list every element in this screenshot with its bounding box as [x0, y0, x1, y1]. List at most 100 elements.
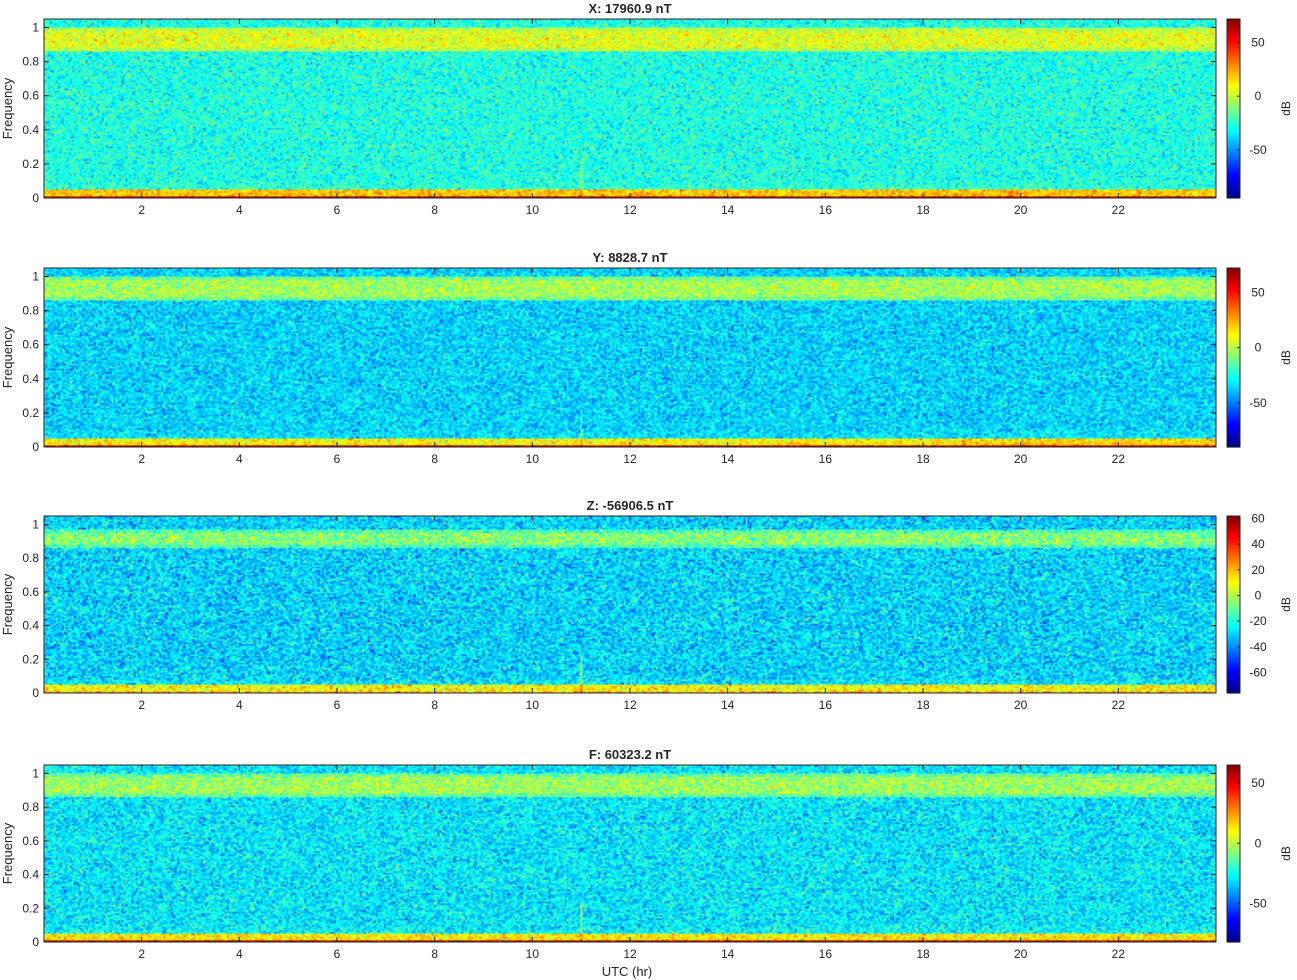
colorbar-swatch	[1227, 402, 1240, 405]
colorbar-swatch	[1227, 871, 1240, 874]
colorbar-box	[1226, 18, 1241, 199]
x-tick-label: 12	[623, 698, 637, 712]
colorbar-swatch	[1227, 297, 1240, 300]
colorbar-swatch	[1227, 19, 1240, 22]
colorbar-swatch	[1227, 526, 1240, 529]
colorbar-swatch	[1227, 831, 1240, 834]
colorbar-swatch	[1227, 863, 1240, 866]
colorbar-swatch	[1227, 832, 1240, 835]
colorbar-swatch	[1227, 872, 1240, 875]
colorbar-swatch	[1227, 147, 1240, 150]
colorbar-swatch	[1227, 666, 1240, 669]
colorbar-swatch	[1227, 309, 1240, 312]
colorbar-swatch	[1227, 546, 1240, 550]
colorbar-swatch	[1227, 676, 1240, 679]
colorbar-swatch	[1227, 563, 1240, 566]
colorbar-swatch	[1227, 281, 1240, 284]
colorbar-swatch	[1227, 934, 1240, 937]
colorbar-swatch	[1227, 801, 1240, 804]
colorbar-swatch	[1227, 279, 1240, 283]
colorbar-swatch	[1227, 928, 1240, 931]
x-tick-label: 16	[819, 698, 833, 712]
colorbar-swatch	[1227, 874, 1240, 877]
colorbar-swatch	[1227, 856, 1240, 859]
colorbar-swatch	[1227, 74, 1240, 77]
colorbar-swatch	[1227, 614, 1240, 617]
x-tick-label: 14	[721, 452, 735, 466]
colorbar-swatch	[1227, 645, 1240, 648]
colorbar-tick-label: 60	[1251, 512, 1265, 526]
colorbar-swatch	[1227, 423, 1240, 426]
colorbar-swatch	[1227, 193, 1240, 196]
colorbar-swatch	[1227, 145, 1240, 148]
colorbar-swatch	[1227, 382, 1240, 385]
colorbar-swatch	[1227, 539, 1240, 542]
colorbar-swatch	[1227, 616, 1240, 619]
spectrogram-image	[44, 19, 1216, 198]
colorbar-swatch	[1227, 373, 1240, 376]
colorbar-swatch	[1227, 189, 1240, 192]
colorbar-swatch	[1227, 127, 1240, 130]
colorbar-swatch	[1227, 444, 1240, 447]
y-tick-label: 0.6	[22, 89, 39, 103]
colorbar-swatch	[1227, 896, 1240, 899]
colorbar-swatch	[1227, 663, 1240, 666]
colorbar-swatch	[1227, 130, 1240, 133]
x-tick-label: 4	[236, 203, 243, 217]
colorbar-swatch	[1227, 151, 1240, 154]
colorbar-swatch	[1227, 323, 1240, 326]
colorbar-swatch	[1227, 370, 1240, 374]
colorbar-box	[1226, 267, 1241, 448]
colorbar-label: dB	[1279, 350, 1293, 365]
colorbar-swatch	[1227, 321, 1240, 324]
colorbar-swatch	[1227, 857, 1240, 860]
colorbar-swatch	[1227, 899, 1240, 902]
colorbar-swatch	[1227, 767, 1240, 771]
colorbar-swatch	[1227, 826, 1240, 830]
colorbar-swatch	[1227, 50, 1240, 53]
colorbar-swatch	[1227, 885, 1240, 889]
colorbar-swatch	[1227, 118, 1240, 122]
colorbar-swatch	[1227, 429, 1240, 432]
colorbar-swatch	[1227, 87, 1240, 90]
colorbar-swatch	[1227, 798, 1240, 801]
colorbar-swatch	[1227, 51, 1240, 54]
colorbar-swatch	[1227, 282, 1240, 286]
colorbar-swatch	[1227, 320, 1240, 323]
colorbar-swatch	[1227, 908, 1240, 911]
colorbar-swatch	[1227, 47, 1240, 50]
colorbar-swatch	[1227, 521, 1240, 524]
colorbar-swatch	[1227, 650, 1240, 653]
colorbar-swatch	[1227, 144, 1240, 147]
colorbar-swatch	[1227, 424, 1240, 427]
panel-title: Y: 8828.7 nT	[593, 250, 668, 265]
colorbar-swatch	[1227, 575, 1240, 578]
colorbar-swatch	[1227, 308, 1240, 311]
colorbar-swatch	[1227, 30, 1240, 34]
colorbar-swatch	[1227, 911, 1240, 914]
colorbar-tick-label: 20	[1251, 563, 1265, 577]
x-tick-label: 6	[334, 452, 341, 466]
colorbar-swatch	[1227, 781, 1240, 784]
x-tick-label: 12	[623, 452, 637, 466]
colorbar-swatch	[1227, 168, 1240, 171]
colorbar-swatch	[1227, 554, 1240, 557]
colorbar-swatch	[1227, 148, 1240, 151]
colorbar-swatch	[1227, 569, 1240, 572]
colorbar-swatch	[1227, 275, 1240, 278]
colorbar-swatch	[1227, 159, 1240, 162]
colorbar-swatch	[1227, 75, 1240, 78]
colorbar-swatch	[1227, 290, 1240, 293]
colorbar-swatch	[1227, 585, 1240, 588]
colorbar-swatch	[1227, 101, 1240, 104]
x-tick-label: 22	[1112, 203, 1126, 217]
colorbar-swatch	[1227, 853, 1240, 856]
colorbar-swatch	[1227, 594, 1240, 597]
colorbar-swatch	[1227, 357, 1240, 360]
colorbar-swatch	[1227, 595, 1240, 598]
colorbar-swatch	[1227, 311, 1240, 314]
colorbar-swatch	[1227, 524, 1240, 527]
colorbar-swatch	[1227, 840, 1240, 843]
colorbar-swatch	[1227, 324, 1240, 327]
